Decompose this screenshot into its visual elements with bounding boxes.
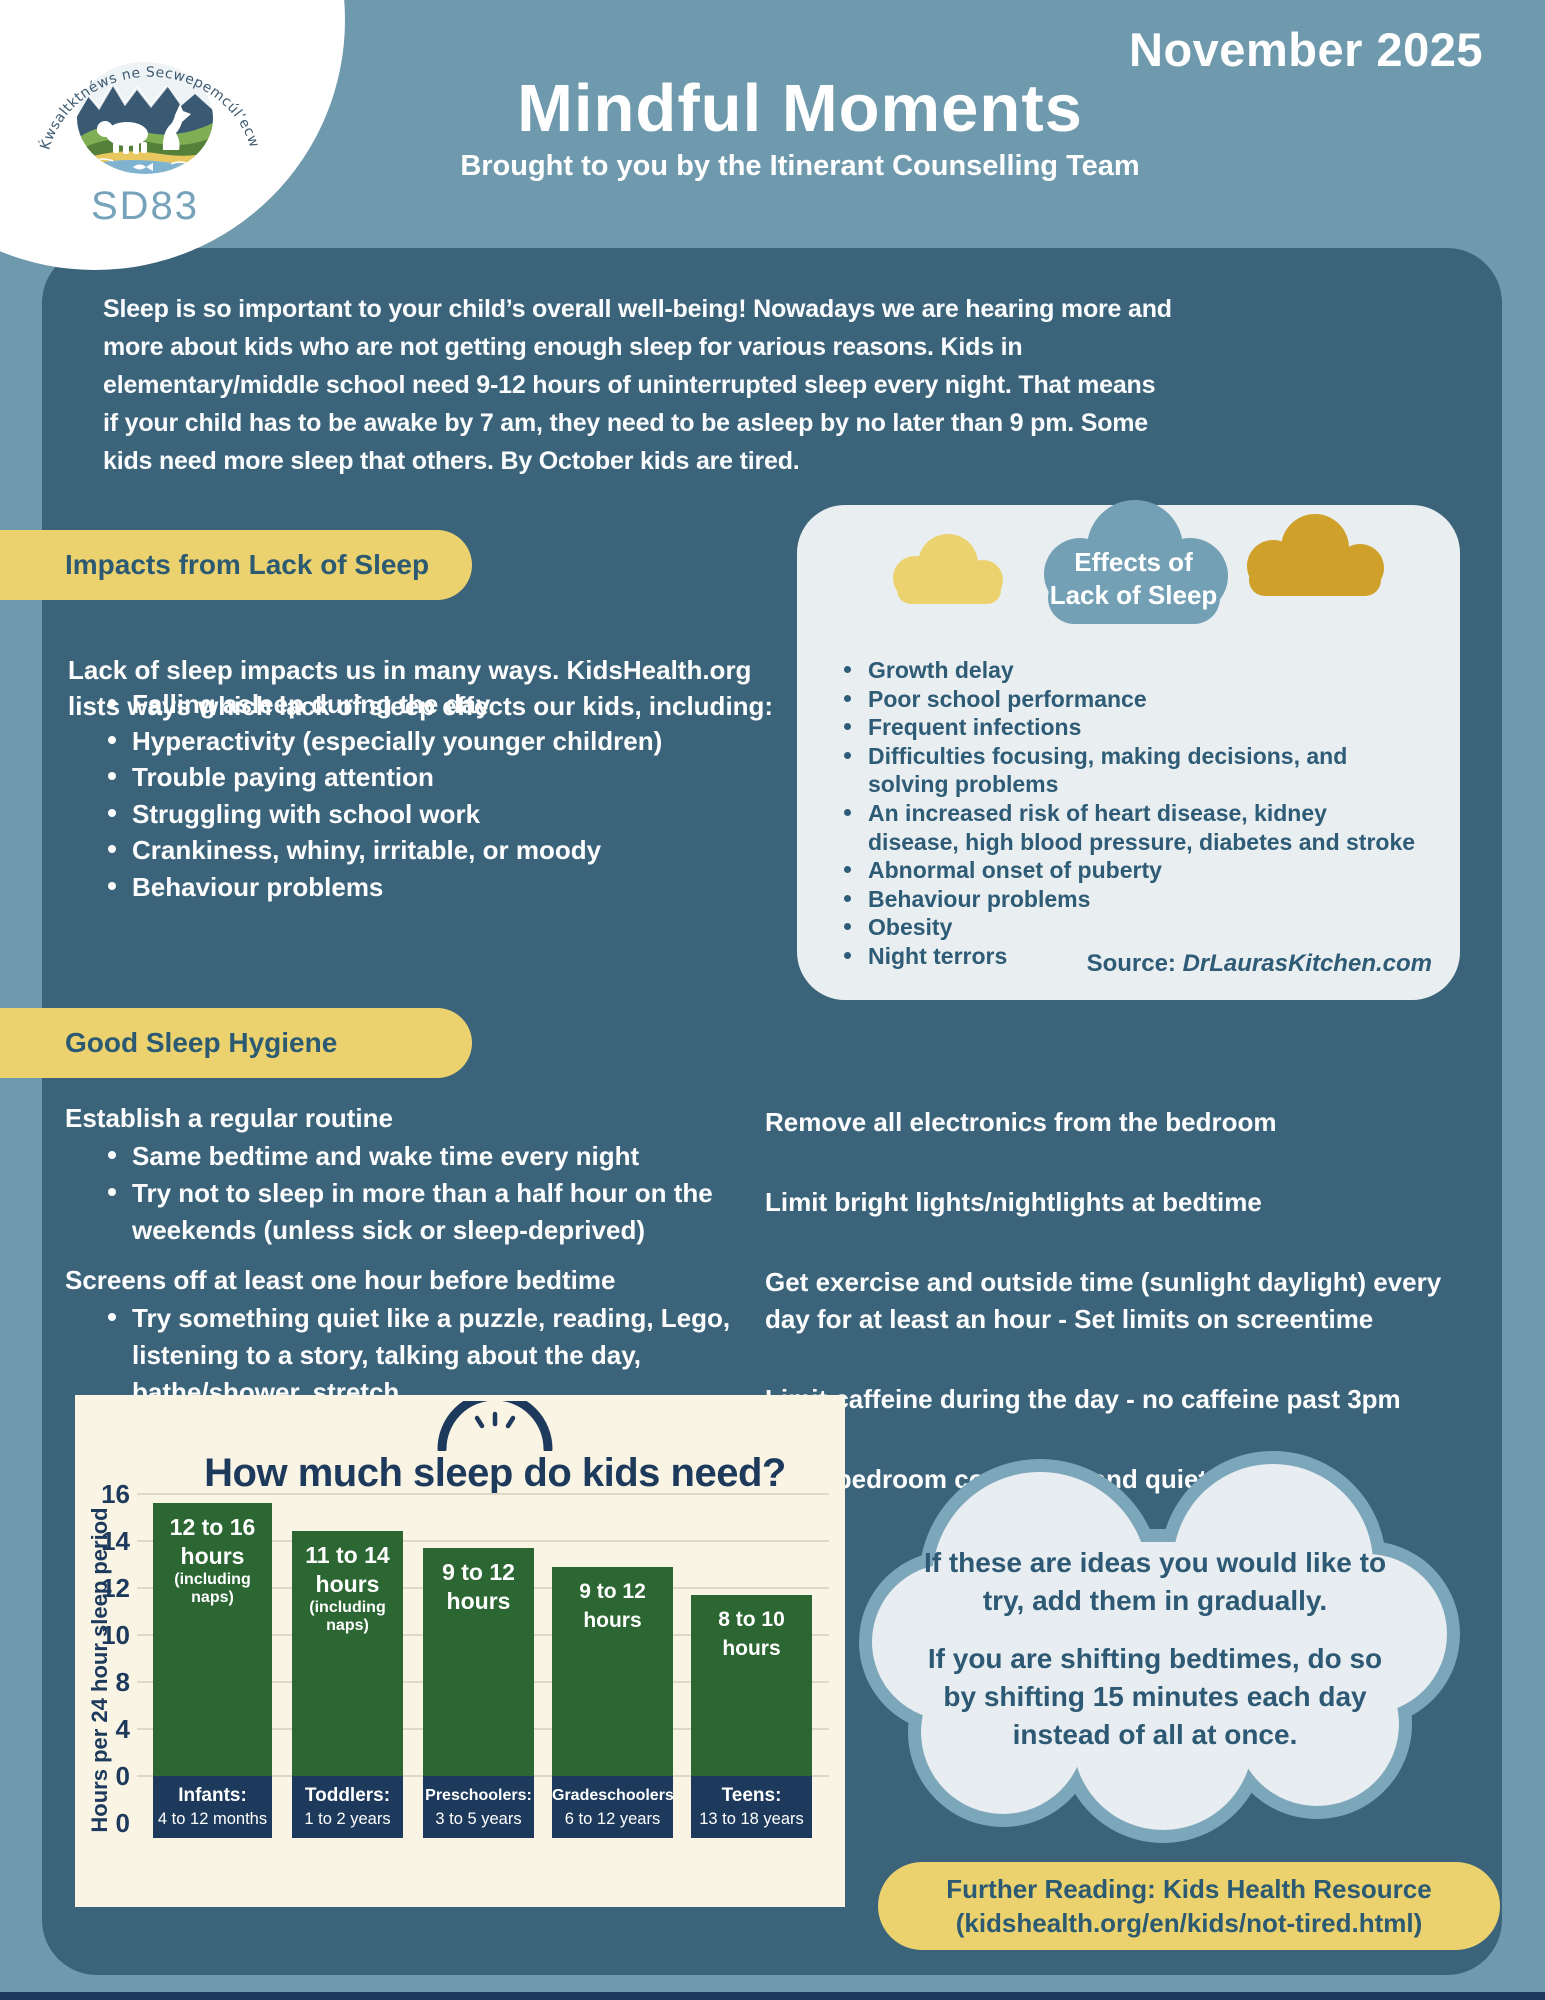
gridline [137,1493,829,1495]
y-tick-label: 14 [101,1526,130,1556]
y-tick-label: 16 [101,1479,130,1509]
blue-cloud-icon [1044,500,1228,624]
hygiene-tip: Remove all electronics from the bedroom [765,1107,1277,1137]
svg-text:Ḱwsaltktnéws ne Secwepemcúl’ec: Ḱwsaltktnéws ne Secwepemcúl’ecw [36,65,263,152]
y-tick-label: 0 [115,1808,130,1838]
list-item: Abnormal onset of puberty [836,856,1422,885]
impacts-lead: Lack of sleep impacts us in many ways. K… [68,655,774,721]
impacts-section-header: Impacts from Lack of Sleep [0,530,472,600]
bear-silhouette [97,121,148,154]
list-item: Trouble paying attention [100,759,740,796]
list-item: Frequent infections [836,713,1422,742]
category-teens: Teens: 13 to 18 years [691,1776,812,1838]
sleep-chart: How much sleep do kids need? Hours per 2… [75,1395,845,1907]
impacts-heading: Impacts from Lack of Sleep [65,549,430,580]
hygiene-tip: Limit caffeine during the day - no caffe… [765,1384,1401,1414]
effects-list: Growth delay Poor school performance Fre… [836,656,1422,971]
bar-gradeschoolers: 9 to 12 hours [552,1567,673,1776]
category-infants: Infants: 4 to 12 months [153,1776,272,1838]
coyote-silhouette [162,104,191,150]
hygiene-tip: Get exercise and outside time (sunlight … [765,1267,1442,1334]
hygiene-left-lead-2: Screens off at least one hour before bed… [65,1265,616,1295]
list-item: Try not to sleep in more than a half hou… [100,1175,768,1249]
category-gradeschoolers: Gradeschoolers 6 to 12 years [552,1776,674,1838]
effects-source: Source: DrLaurasKitchen.com [1086,950,1432,977]
bar-infants: 12 to 16 hours (including naps) [153,1503,272,1776]
effects-cloud-title: Effects of Lack of Sleep [1049,547,1218,610]
bar-toddlers: 11 to 14 hours (including naps) [292,1531,403,1776]
page-title: Mindful Moments [517,71,1083,146]
gridline [137,1540,829,1542]
bottom-navy-bar [0,1992,1545,2000]
clock-icon [437,1401,553,1451]
list-item: Crankiness, whiny, irritable, or moody [100,832,740,869]
list-item: Night terrors [836,942,1422,971]
list-item: Obesity [836,913,1422,942]
list-item: Hyperactivity (especially younger childr… [100,723,740,760]
further-reading-pill: Further Reading: Kids Health Resource (k… [878,1862,1500,1950]
bar-teens: 8 to 10 hours [691,1595,812,1776]
hygiene-section-header: Good Sleep Hygiene [0,1008,472,1078]
y-tick-label: 4 [115,1714,130,1744]
category-toddlers: Toddlers: 1 to 2 years [292,1776,403,1838]
sd83-emblem-icon [77,62,213,174]
y-tick-label: 0 [115,1761,130,1791]
further-reading-url: (kidshealth.org/en/kids/not-tired.html) [955,1908,1423,1938]
list-item: Behaviour problems [100,869,740,906]
page-subtitle: Brought to you by the Itinerant Counsell… [460,150,1140,182]
cloud-note-paragraph: If these are ideas you would like to try… [923,1547,1387,1616]
bar-preschoolers: 9 to 12 hours [423,1548,534,1776]
source-name: DrLaurasKitchen.com [1182,950,1432,977]
note-cloud-icon [859,1451,1460,1843]
y-tick-label: 8 [115,1667,130,1697]
hygiene-tip: Limit bright lights/nightlights at bedti… [765,1187,1262,1217]
list-item: Behaviour problems [836,885,1422,914]
hygiene-left-list-1: Same bedtime and wake time every night T… [100,1138,768,1249]
intro-paragraph: Sleep is so important to your child’s ov… [103,295,1172,475]
list-item: Struggling with school work [100,796,740,833]
list-item: Growth delay [836,656,1422,685]
list-item: Difficulties focusing, making decisions,… [836,742,1422,799]
list-item: Same bedtime and wake time every night [100,1138,768,1175]
further-reading-title: Further Reading: Kids Health Resource [946,1874,1432,1904]
logo-org-label: SD83 [90,184,200,228]
impacts-list: Falling asleep during the day Hyperactiv… [100,686,740,905]
gold-cloud-icon [1247,514,1384,596]
hygiene-heading: Good Sleep Hygiene [65,1027,338,1058]
cloud-note: If these are ideas you would like to try… [918,1544,1392,1774]
hygiene-left-lead-1: Establish a regular routine [65,1103,393,1133]
list-item: Poor school performance [836,685,1422,714]
issue-date: November 2025 [1129,23,1483,76]
list-item: An increased risk of heart disease, kidn… [836,799,1422,856]
cloud-note-paragraph: If you are shifting bedtimes, do so by s… [927,1643,1383,1750]
list-item: Falling asleep during the day [100,686,740,723]
chart-title: How much sleep do kids need? [204,1451,786,1495]
y-tick-label: 10 [101,1620,130,1650]
category-preschoolers: Preschoolers: 3 to 5 years [423,1776,534,1838]
y-tick-label: 12 [101,1573,130,1603]
logo-curved-text: Ḱwsaltktnéws ne Secwepemcúl’ecw [36,65,263,152]
yellow-cloud-icon [893,534,1003,604]
